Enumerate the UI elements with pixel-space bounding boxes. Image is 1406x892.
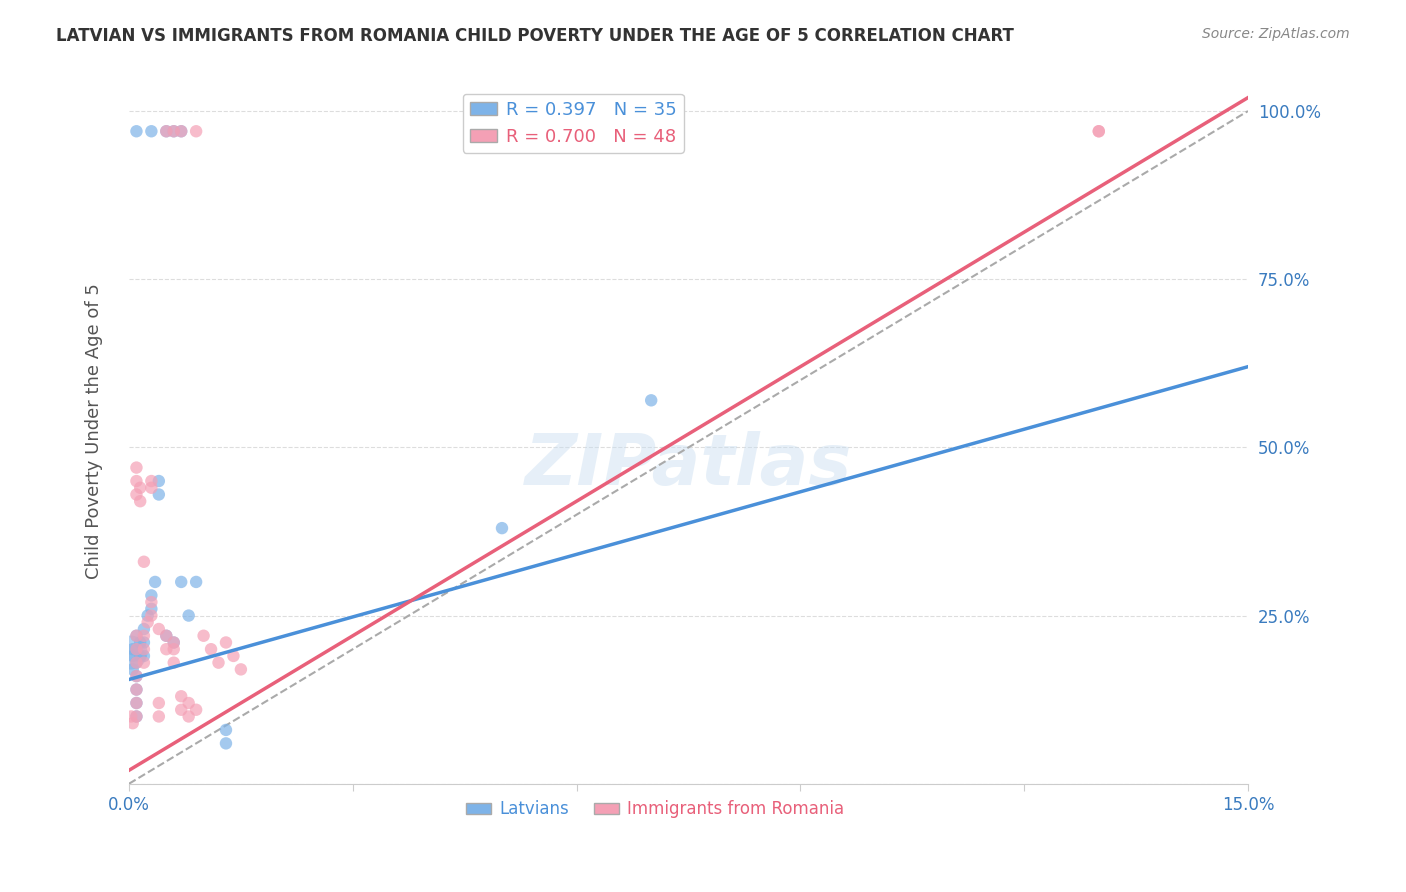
Point (163, 656, 186, 670)
Point (177, 608, 200, 623)
Text: LATVIAN VS IMMIGRANTS FROM ROMANIA CHILD POVERTY UNDER THE AGE OF 5 CORRELATION : LATVIAN VS IMMIGRANTS FROM ROMANIA CHILD… (56, 27, 1014, 45)
Point (136, 608, 159, 623)
Point (163, 642, 186, 657)
Point (229, 662, 252, 676)
Point (222, 648, 245, 663)
Point (184, 574, 207, 589)
Point (125, 642, 148, 657)
Point (125, 656, 148, 670)
Point (125, 656, 148, 670)
Point (148, 487, 170, 501)
Point (141, 602, 163, 616)
Point (215, 723, 238, 737)
Point (163, 124, 186, 138)
Point (163, 635, 186, 649)
Point (170, 124, 193, 138)
Point (1087, 124, 1109, 138)
Point (170, 703, 193, 717)
Point (125, 709, 148, 723)
Point (129, 481, 152, 495)
Point (136, 615, 159, 630)
Point (141, 595, 163, 609)
Point (121, 648, 143, 663)
Point (121, 642, 143, 657)
Point (132, 648, 155, 663)
Point (132, 555, 155, 569)
Point (193, 629, 215, 643)
Point (207, 656, 229, 670)
Point (125, 474, 148, 488)
Point (132, 622, 155, 636)
Point (129, 648, 152, 663)
Point (170, 124, 193, 138)
Point (120, 646, 142, 660)
Point (148, 474, 170, 488)
Point (155, 629, 177, 643)
Point (491, 521, 513, 535)
Text: ZIPatlas: ZIPatlas (524, 432, 852, 500)
Point (163, 635, 186, 649)
Point (640, 393, 662, 408)
Point (120, 709, 142, 723)
Point (155, 124, 177, 138)
Point (163, 124, 186, 138)
Point (155, 642, 177, 657)
Point (177, 709, 200, 723)
Point (125, 682, 148, 697)
Point (132, 629, 155, 643)
Point (215, 635, 238, 649)
Point (148, 709, 170, 723)
Point (125, 682, 148, 697)
Point (125, 669, 148, 683)
Point (141, 124, 163, 138)
Point (125, 629, 148, 643)
Point (125, 709, 148, 723)
Point (132, 656, 155, 670)
Text: Source: ZipAtlas.com: Source: ZipAtlas.com (1202, 27, 1350, 41)
Point (170, 574, 193, 589)
Point (125, 669, 148, 683)
Point (1087, 124, 1109, 138)
Point (184, 703, 207, 717)
Point (129, 494, 152, 508)
Point (141, 481, 163, 495)
Point (132, 642, 155, 657)
Point (200, 642, 222, 657)
Point (125, 124, 148, 138)
Point (143, 574, 166, 589)
Y-axis label: Child Poverty Under the Age of 5: Child Poverty Under the Age of 5 (86, 283, 103, 579)
Point (141, 474, 163, 488)
Point (155, 629, 177, 643)
Point (125, 642, 148, 657)
Point (215, 736, 238, 750)
Point (125, 460, 148, 475)
Point (148, 622, 170, 636)
Point (170, 690, 193, 704)
Point (125, 696, 148, 710)
Point (141, 588, 163, 602)
Point (125, 487, 148, 501)
Point (129, 635, 152, 649)
Point (125, 696, 148, 710)
Point (132, 635, 155, 649)
Point (125, 629, 148, 643)
Point (141, 608, 163, 623)
Point (148, 696, 170, 710)
Point (177, 696, 200, 710)
Point (121, 716, 143, 731)
Point (155, 124, 177, 138)
Point (121, 662, 143, 676)
Point (184, 124, 207, 138)
Legend: Latvians, Immigrants from Romania: Latvians, Immigrants from Romania (458, 794, 851, 825)
